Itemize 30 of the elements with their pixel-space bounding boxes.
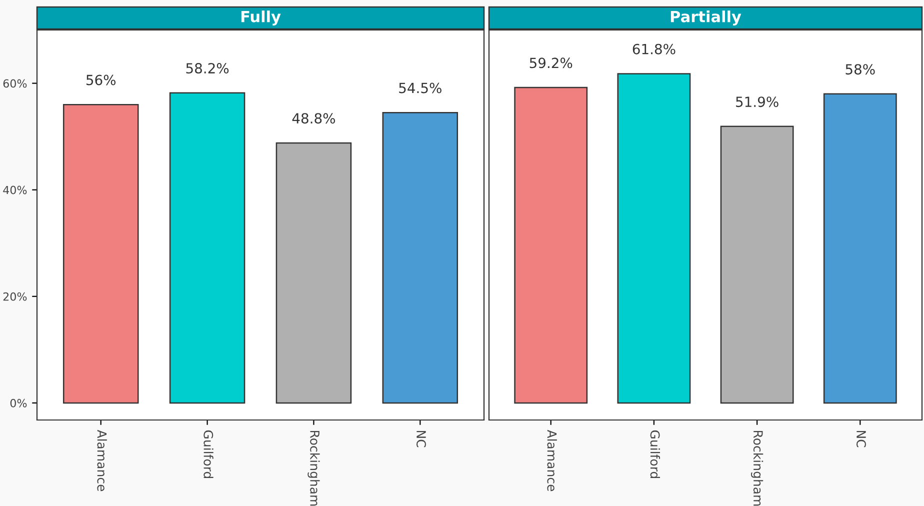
data-label: 48.8%	[292, 113, 336, 124]
x-tick-label: NC	[416, 430, 426, 448]
y-tick-label: 20%	[3, 292, 27, 301]
data-label: 56%	[86, 74, 116, 86]
bar	[276, 142, 352, 404]
x-tick-label: Alamance	[97, 430, 107, 492]
data-label: 58.2%	[186, 63, 229, 74]
bar	[169, 92, 246, 404]
x-tick-label: NC	[856, 430, 866, 448]
chart-title: Fully	[241, 10, 281, 26]
data-label: 59.2%	[530, 58, 572, 68]
y-tick-label: 40%	[3, 186, 27, 194]
y-tick-label: 0%	[10, 398, 27, 408]
bar	[617, 73, 691, 404]
bar	[382, 112, 458, 404]
y-tick-label: 60%	[3, 79, 27, 88]
x-tick-label: Guilford	[204, 430, 214, 478]
data-label: 58%	[846, 64, 875, 75]
chart-title: Partially	[670, 10, 742, 26]
x-tick-label: Rockingham	[308, 430, 320, 506]
bar	[720, 126, 794, 404]
bar	[514, 86, 588, 404]
x-tick-label: Rockingham	[751, 430, 764, 506]
x-tick-label: Guilford	[650, 430, 660, 478]
data-label: 54.5%	[399, 82, 442, 94]
bar	[823, 93, 897, 404]
bar	[62, 104, 139, 404]
x-tick-label: Alamance	[547, 430, 557, 492]
data-label: 61.8%	[632, 44, 676, 54]
data-label: 51.9%	[736, 96, 778, 108]
